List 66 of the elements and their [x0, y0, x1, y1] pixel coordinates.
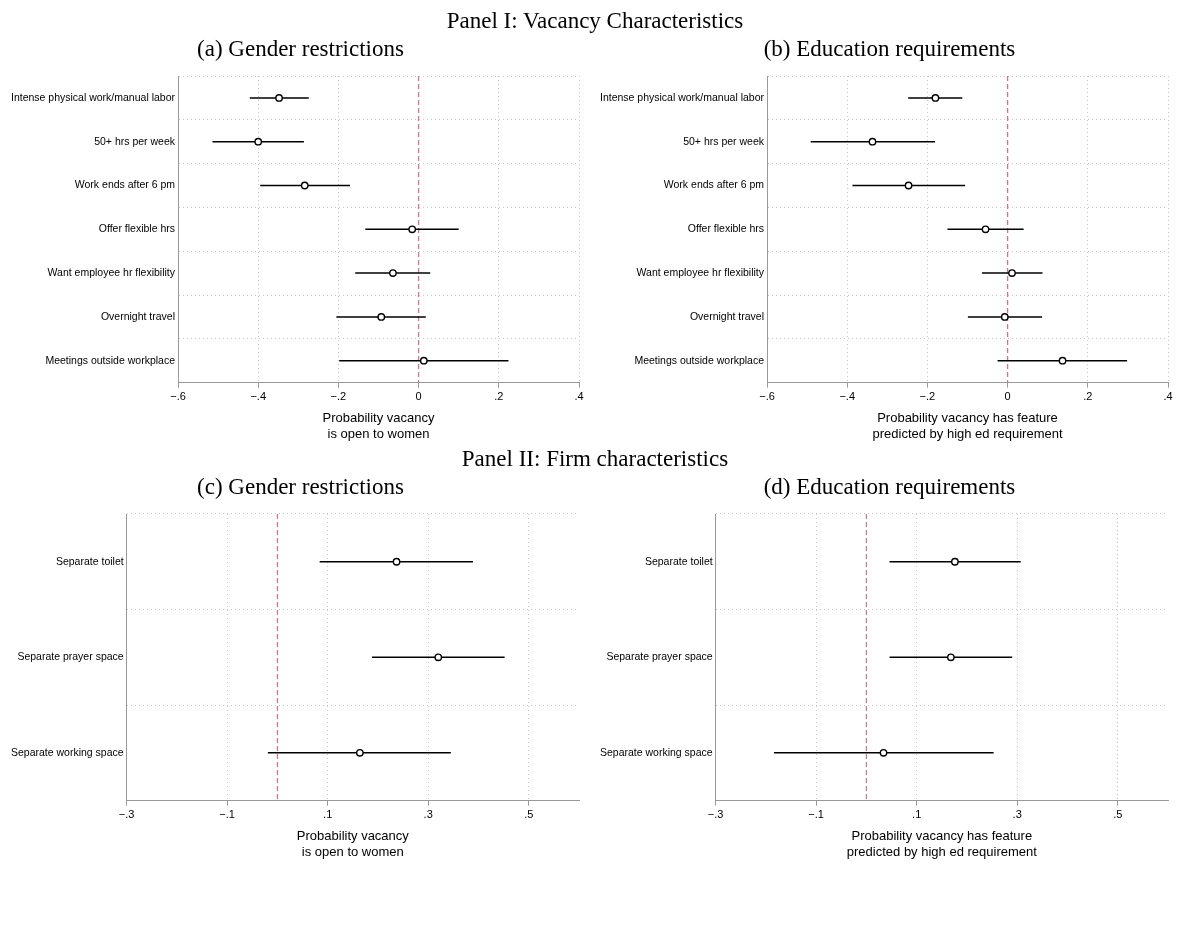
- y-tick-label: Offer flexible hrs: [687, 222, 764, 235]
- point: [904, 181, 913, 190]
- point: [981, 225, 990, 234]
- point: [408, 225, 417, 234]
- x-tick-label: .3: [423, 808, 433, 821]
- x-tick-label: .2: [1083, 390, 1093, 403]
- y-tick-label: Separate toilet: [55, 554, 124, 567]
- x-tick-label: −.1: [808, 808, 824, 821]
- chart-subtitle: (c) Gender restrictions: [196, 474, 405, 501]
- x-tick-label: .5: [1113, 808, 1123, 821]
- y-tick-label: Separate working space: [599, 745, 713, 758]
- x-tick-label: 0: [415, 390, 422, 403]
- point: [419, 356, 428, 365]
- y-tick-label: 50+ hrs per week: [683, 134, 765, 147]
- point: [1058, 356, 1067, 365]
- chart-title: (d) Education requirements: [762, 474, 1017, 501]
- x-tick-label: .3: [1012, 808, 1022, 821]
- chart-title: (b) Education requirements: [762, 36, 1017, 63]
- x-tick-label: −.6: [170, 390, 186, 403]
- x-tick-label: .4: [574, 390, 584, 403]
- y-tick-label: Meetings outside workplace: [45, 353, 176, 366]
- x-tick-label: .1: [323, 808, 333, 821]
- y-tick-label: Offer flexible hrs: [98, 222, 175, 235]
- y-tick-label: Intense physical work/manual labor: [10, 90, 176, 103]
- x-tick-label: .2: [494, 390, 504, 403]
- point: [868, 137, 877, 146]
- x-tick-label: −.4: [839, 390, 856, 403]
- y-tick-label: Work ends after 6 pm: [663, 178, 765, 191]
- point: [377, 313, 386, 321]
- y-tick-label: Separate prayer space: [606, 650, 713, 663]
- y-tick-label: Want employee hr flexibility: [636, 265, 765, 278]
- x-tick-label: .4: [1163, 390, 1173, 403]
- y-tick-label: Separate working space: [10, 745, 124, 758]
- x-axis-title: Probability vacancy has feature predicted by high ed requirement: [846, 828, 1038, 859]
- chart-title: Panel I: Vacancy Characteristics: [445, 8, 745, 35]
- x-tick-label: 0: [1004, 390, 1011, 403]
- y-tick-label: Separate toilet: [644, 554, 713, 567]
- y-tick-label: Overnight travel: [689, 309, 764, 322]
- chart-subtitle: (a) Gender restrictions: [196, 36, 405, 63]
- x-axis-title: Probability vacancy is open to women: [296, 828, 410, 859]
- x-tick-label: −.2: [330, 390, 347, 403]
- x-tick-label: −.6: [759, 390, 775, 403]
- x-axis-title: Probability vacancy has feature predicted by high ed requirement: [872, 410, 1063, 441]
- point: [931, 94, 940, 102]
- x-tick-label: −.2: [919, 390, 936, 403]
- chart-title: Panel II: Firm characteristics: [460, 446, 730, 473]
- x-tick-label: −.4: [250, 390, 267, 403]
- y-tick-label: Overnight travel: [100, 309, 175, 322]
- y-tick-label: Meetings outside workplace: [634, 353, 765, 366]
- y-tick-label: 50+ hrs per week: [94, 134, 176, 147]
- point: [1008, 269, 1016, 277]
- point: [254, 137, 263, 146]
- point: [389, 269, 397, 277]
- y-tick-label: Work ends after 6 pm: [74, 178, 176, 191]
- x-axis-title: Probability vacancy is open to women: [322, 410, 435, 441]
- point: [1000, 313, 1009, 321]
- x-tick-label: .5: [524, 808, 534, 821]
- y-tick-label: Want employee hr flexibility: [47, 265, 176, 278]
- x-tick-label: −.3: [118, 808, 135, 821]
- y-tick-label: Separate prayer space: [17, 650, 124, 663]
- point: [300, 181, 309, 190]
- x-tick-label: −.1: [219, 808, 235, 821]
- point: [275, 94, 283, 102]
- y-tick-label: Intense physical work/manual labor: [599, 90, 765, 103]
- x-tick-label: .1: [912, 808, 922, 821]
- x-tick-label: −.3: [707, 808, 724, 821]
